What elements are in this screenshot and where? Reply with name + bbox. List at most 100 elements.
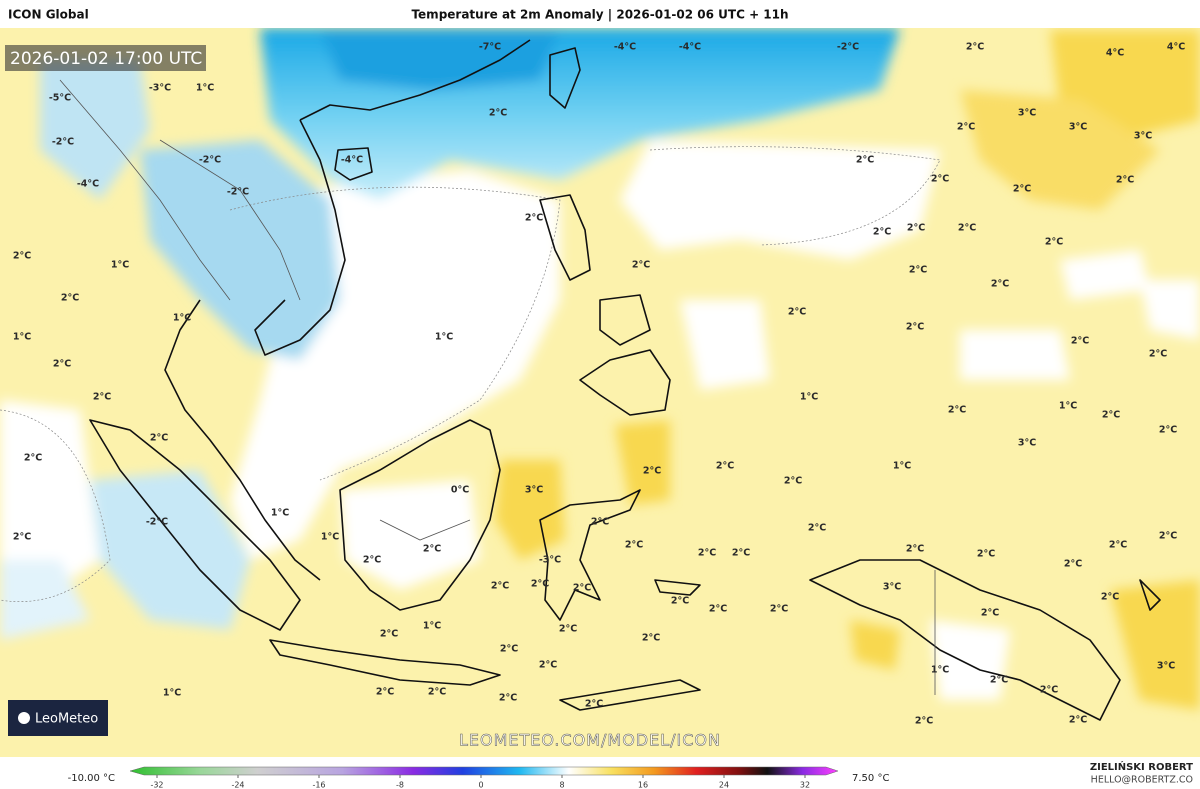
colorbar-tick-label: 32 xyxy=(800,781,810,789)
colorbar-tick-label: 8 xyxy=(559,781,564,789)
anomaly-label: 2°C xyxy=(428,687,446,698)
anomaly-label: 2°C xyxy=(948,405,966,416)
anomaly-label: 2°C xyxy=(93,392,111,403)
anomaly-label: 1°C xyxy=(111,260,129,271)
anomaly-label: 2°C xyxy=(698,548,716,559)
colorbar-tick-label: -24 xyxy=(231,781,244,789)
author-name: ZIELIŃSKI ROBERT xyxy=(1090,760,1193,773)
anomaly-label: 2°C xyxy=(906,544,924,555)
model-name: ICON Global xyxy=(8,8,89,22)
anomaly-label: -2°C xyxy=(52,137,74,148)
anomaly-label: 1°C xyxy=(271,508,289,519)
anomaly-label: 2°C xyxy=(1149,349,1167,360)
anomaly-label: 1°C xyxy=(800,392,818,403)
anomaly-label: 2°C xyxy=(499,693,517,704)
anomaly-label: 2°C xyxy=(1109,540,1127,551)
anomaly-label: 2°C xyxy=(907,223,925,234)
anomaly-label: 2°C xyxy=(958,223,976,234)
anomaly-label: 2°C xyxy=(1071,336,1089,347)
anomaly-label: 2°C xyxy=(632,260,650,271)
anomaly-label: 2°C xyxy=(13,532,31,543)
anomaly-label: 2°C xyxy=(915,716,933,727)
anomaly-label: 2°C xyxy=(991,279,1009,290)
watermark: LEOMETEO.COM/MODEL/ICON xyxy=(459,731,721,750)
anomaly-label: 1°C xyxy=(13,332,31,343)
anomaly-label: 1°C xyxy=(931,665,949,676)
anomaly-label: 2°C xyxy=(539,660,557,671)
anomaly-label: 3°C xyxy=(1134,131,1152,142)
anomaly-label: 2°C xyxy=(808,523,826,534)
anomaly-label: 2°C xyxy=(573,583,591,594)
anomaly-label: -2°C xyxy=(199,155,221,166)
anomaly-label: 1°C xyxy=(173,313,191,324)
map: -7°C -4°C -4°C -2°C 2°C 4°C 4°C -5°C -3°C 1°C 2°C 3… xyxy=(0,28,1200,757)
anomaly-label: 2°C xyxy=(966,42,984,53)
colorbar-tick-label: 16 xyxy=(638,781,648,789)
anomaly-label: 2°C xyxy=(500,644,518,655)
anomaly-label: 2°C xyxy=(671,596,689,607)
anomaly-label: 1°C xyxy=(196,83,214,94)
anomaly-label: -4°C xyxy=(341,155,363,166)
colorbar-tick-label: -32 xyxy=(150,781,163,789)
colorbar-tick-label: -16 xyxy=(312,781,325,789)
anomaly-label: 2°C xyxy=(732,548,750,559)
anomaly-label: 2°C xyxy=(981,608,999,619)
anomaly-label: 3°C xyxy=(1018,108,1036,119)
anomaly-label: 3°C xyxy=(1069,122,1087,133)
anomaly-label: 2°C xyxy=(1101,592,1119,603)
anomaly-label: 2°C xyxy=(363,555,381,566)
anomaly-field xyxy=(0,28,1200,710)
anomaly-label: 2°C xyxy=(625,540,643,551)
anomaly-label: 2°C xyxy=(906,322,924,333)
anomaly-label: 2°C xyxy=(873,227,891,238)
anomaly-label: 2°C xyxy=(1013,184,1031,195)
colorbar xyxy=(129,766,839,776)
anomaly-label: -2°C xyxy=(837,42,859,53)
anomaly-label: 2°C xyxy=(1116,175,1134,186)
anomaly-label: 2°C xyxy=(788,307,806,318)
anomaly-label: 4°C xyxy=(1167,42,1185,53)
anomaly-label: -4°C xyxy=(614,42,636,53)
timestamp: 2026-01-02 17:00 UTC xyxy=(10,49,202,69)
anomaly-label: 2°C xyxy=(856,155,874,166)
anomaly-label: 2°C xyxy=(491,581,509,592)
anomaly-label: 2°C xyxy=(591,517,609,528)
anomaly-label: 2°C xyxy=(559,624,577,635)
anomaly-label: 2°C xyxy=(931,174,949,185)
colorbar-tick-label: 0 xyxy=(478,781,483,789)
anomaly-label: -7°C xyxy=(479,42,501,53)
colorbar-min: -10.00 °C xyxy=(68,773,115,784)
anomaly-label: 1°C xyxy=(321,532,339,543)
anomaly-label: 2°C xyxy=(531,579,549,590)
anomaly-label: 2°C xyxy=(61,293,79,304)
anomaly-label: 1°C xyxy=(893,461,911,472)
anomaly-label: 3°C xyxy=(883,582,901,593)
anomaly-label: 0°C xyxy=(451,485,469,496)
anomaly-label: 2°C xyxy=(643,466,661,477)
anomaly-label: -2°C xyxy=(227,187,249,198)
anomaly-label: -3°C xyxy=(539,555,561,566)
anomaly-label: 2°C xyxy=(24,453,42,464)
anomaly-label: -5°C xyxy=(49,93,71,104)
anomaly-label: -2°C xyxy=(146,517,168,528)
anomaly-label: 2°C xyxy=(1159,531,1177,542)
anomaly-label: 2°C xyxy=(1040,685,1058,696)
anomaly-label: 2°C xyxy=(1102,410,1120,421)
colorbar-tick-label: 24 xyxy=(719,781,729,789)
isolines xyxy=(0,146,941,603)
colorbar-ticks: -32 -24 -16 -8 0 8 16 24 32 xyxy=(150,775,810,789)
header-bar xyxy=(0,0,1200,28)
anomaly-label: -3°C xyxy=(149,83,171,94)
anomaly-label: 2°C xyxy=(380,629,398,640)
anomaly-label: 1°C xyxy=(423,621,441,632)
anomaly-label: 3°C xyxy=(1157,661,1175,672)
anomaly-label: -4°C xyxy=(679,42,701,53)
anomaly-label: 2°C xyxy=(585,699,603,710)
anomaly-label: 2°C xyxy=(53,359,71,370)
anomaly-label: 2°C xyxy=(1045,237,1063,248)
anomaly-label: 2°C xyxy=(1064,559,1082,570)
colorbar-tick-label: -8 xyxy=(396,781,404,789)
colorbar-max: 7.50 °C xyxy=(852,773,889,784)
anomaly-label: 2°C xyxy=(709,604,727,615)
